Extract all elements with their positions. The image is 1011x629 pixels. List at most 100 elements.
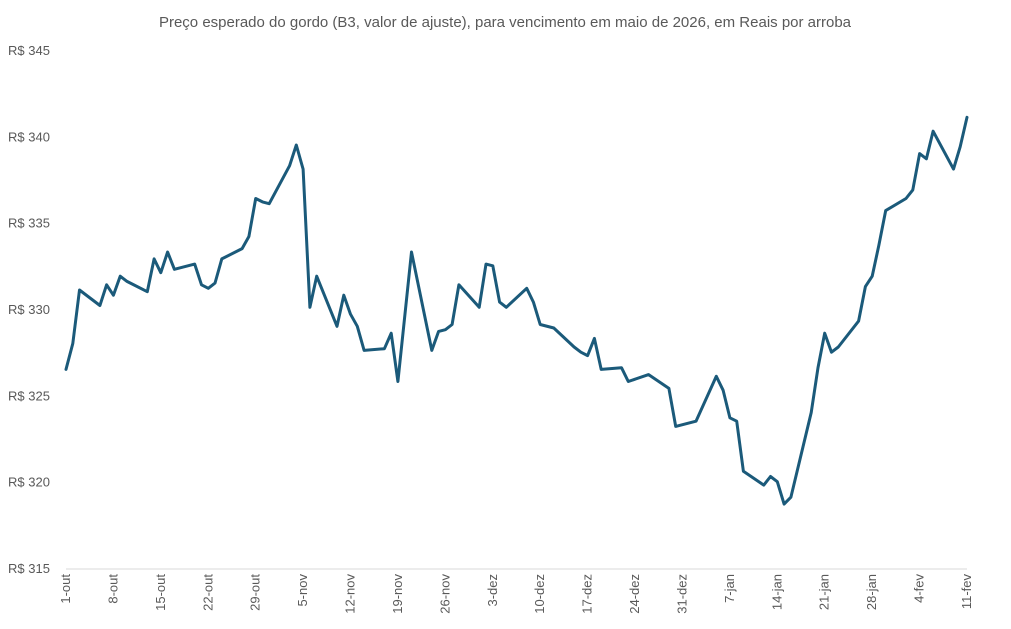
data-point: [626, 380, 630, 384]
data-point: [775, 480, 779, 484]
data-point: [769, 475, 773, 479]
data-point: [484, 262, 488, 266]
data-point: [349, 312, 353, 316]
x-tick-label: 21-jan: [817, 574, 832, 610]
y-tick-label: R$ 335: [8, 216, 50, 231]
x-tick-label: 1-out: [58, 574, 73, 604]
data-point: [809, 411, 813, 415]
data-point: [579, 350, 583, 354]
x-tick-label: 19-nov: [390, 574, 405, 614]
data-point: [538, 323, 542, 327]
data-point: [247, 235, 251, 239]
x-tick-label: 31-dez: [674, 574, 689, 614]
x-tick-label: 5-nov: [295, 574, 310, 607]
x-tick-label: 22-out: [200, 574, 215, 611]
x-tick-label: 10-dez: [532, 574, 547, 614]
data-point: [389, 331, 393, 335]
data-point: [911, 188, 915, 192]
y-tick-label: R$ 325: [8, 388, 50, 403]
data-point: [816, 366, 820, 370]
data-point: [952, 167, 956, 171]
x-tick-label: 17-dez: [580, 574, 595, 614]
data-point: [430, 348, 434, 352]
data-point: [694, 419, 698, 423]
data-point: [674, 424, 678, 428]
y-tick-label: R$ 315: [8, 561, 50, 576]
x-tick-label: 11-fev: [959, 574, 974, 610]
data-point: [193, 262, 197, 266]
y-tick-label: R$ 345: [8, 43, 50, 58]
y-tick-label: R$ 320: [8, 475, 50, 490]
data-point: [877, 243, 881, 247]
data-point: [172, 267, 176, 271]
data-point: [918, 152, 922, 156]
data-point: [572, 345, 576, 349]
data-point: [342, 293, 346, 297]
x-tick-label: 26-nov: [437, 574, 452, 614]
series-group: [64, 115, 969, 506]
data-point: [830, 350, 834, 354]
data-point: [762, 483, 766, 487]
data-point: [552, 326, 556, 330]
data-point: [64, 367, 68, 371]
data-point: [620, 366, 624, 370]
data-point: [531, 300, 535, 304]
data-point: [396, 380, 400, 384]
x-tick-label: 12-nov: [343, 574, 358, 614]
data-point: [105, 283, 109, 287]
data-point: [823, 331, 827, 335]
x-tick-label: 24-dez: [627, 574, 642, 614]
x-tick-label: 4-fev: [912, 574, 927, 603]
data-point: [213, 281, 217, 285]
data-point: [931, 129, 935, 133]
data-point: [111, 293, 115, 297]
data-point: [206, 286, 210, 290]
data-point: [443, 328, 447, 332]
x-tick-label: 28-jan: [864, 574, 879, 610]
data-point: [735, 419, 739, 423]
y-tick-label: R$ 340: [8, 129, 50, 144]
data-point: [450, 323, 454, 327]
data-point: [667, 386, 671, 390]
y-tick-label: R$ 330: [8, 302, 50, 317]
x-tick-label: 3-dez: [485, 574, 500, 607]
data-point: [98, 304, 102, 308]
data-point: [355, 324, 359, 328]
x-tick-label: 29-out: [248, 574, 263, 611]
data-point: [965, 115, 969, 119]
data-point: [118, 274, 122, 278]
data-point: [437, 329, 441, 333]
data-point: [647, 373, 651, 377]
data-point: [525, 286, 529, 290]
data-point: [491, 264, 495, 268]
x-axis: 1-out 8-out 15-out 22-out 29-out 5-nov 12-nov 1…: [58, 574, 974, 614]
data-point: [71, 342, 75, 346]
data-point: [884, 209, 888, 213]
x-tick-label: 15-out: [153, 574, 168, 611]
data-point: [335, 324, 339, 328]
data-point: [301, 167, 305, 171]
data-point: [904, 197, 908, 201]
x-tick-label: 8-out: [105, 574, 120, 604]
data-point: [924, 157, 928, 161]
series-line-0: [64, 115, 969, 506]
data-point: [714, 374, 718, 378]
data-point: [382, 347, 386, 351]
data-point: [125, 279, 129, 283]
x-tick-label: 7-jan: [722, 574, 737, 603]
data-point: [315, 274, 319, 278]
data-point: [599, 367, 603, 371]
data-point: [159, 271, 163, 275]
data-point: [958, 145, 962, 149]
data-point: [254, 197, 258, 201]
data-point: [220, 257, 224, 261]
data-point: [288, 164, 292, 168]
data-point: [145, 290, 149, 294]
data-point: [200, 283, 204, 287]
data-point: [152, 257, 156, 261]
data-point: [308, 305, 312, 309]
data-point: [586, 354, 590, 358]
data-point: [789, 495, 793, 499]
data-point: [504, 305, 508, 309]
